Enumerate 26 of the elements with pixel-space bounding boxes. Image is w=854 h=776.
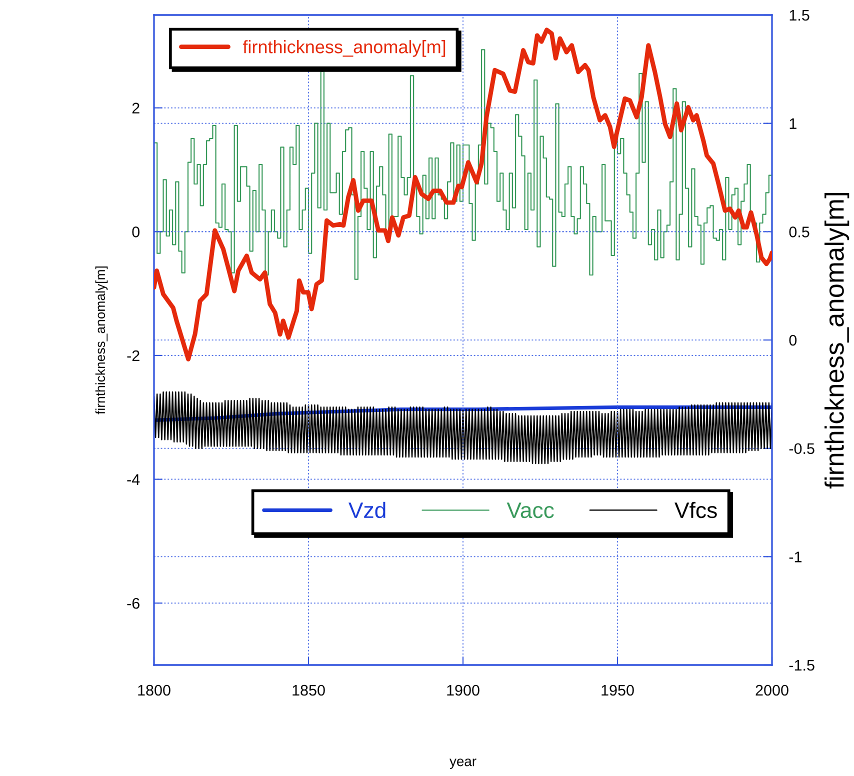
x-axis-title: year <box>450 758 476 769</box>
y2-axis-title: firnthickness_anomaly[m] <box>824 193 850 488</box>
y2-tick-label: 0 <box>789 334 797 346</box>
y2-tick-label: 1.5 <box>790 10 810 21</box>
y-tick-label: 0 <box>132 226 140 238</box>
x-tick-label: 1950 <box>602 684 634 696</box>
x-tick-label: 1800 <box>138 684 170 696</box>
y-tick-label: -2 <box>127 350 140 362</box>
y-tick-label: -4 <box>127 474 140 485</box>
y2-tick-label: 1 <box>790 118 796 129</box>
x-tick-label: 1850 <box>292 684 325 696</box>
y2-tick-label: -1.5 <box>789 660 814 671</box>
line-series <box>154 28 772 362</box>
legend-label: Vfcs <box>674 502 717 518</box>
y2-tick-label: -1 <box>789 552 802 562</box>
legend-label: Vzd <box>348 502 386 518</box>
line-series <box>154 391 772 464</box>
legend-label: firnthickness_anomaly[m] <box>242 40 446 57</box>
x-tick-label: 2000 <box>756 684 788 696</box>
y-tick-label: -6 <box>127 598 140 609</box>
y2-tick-label: 0.5 <box>789 226 810 238</box>
y-axis-title: firnthickness_anomaly[m] <box>95 266 108 414</box>
x-tick-label: 1900 <box>447 684 480 696</box>
legend-label: Vacc <box>506 502 554 518</box>
y2-tick-label: -0.5 <box>789 443 814 454</box>
y-tick-label: 2 <box>132 102 140 114</box>
